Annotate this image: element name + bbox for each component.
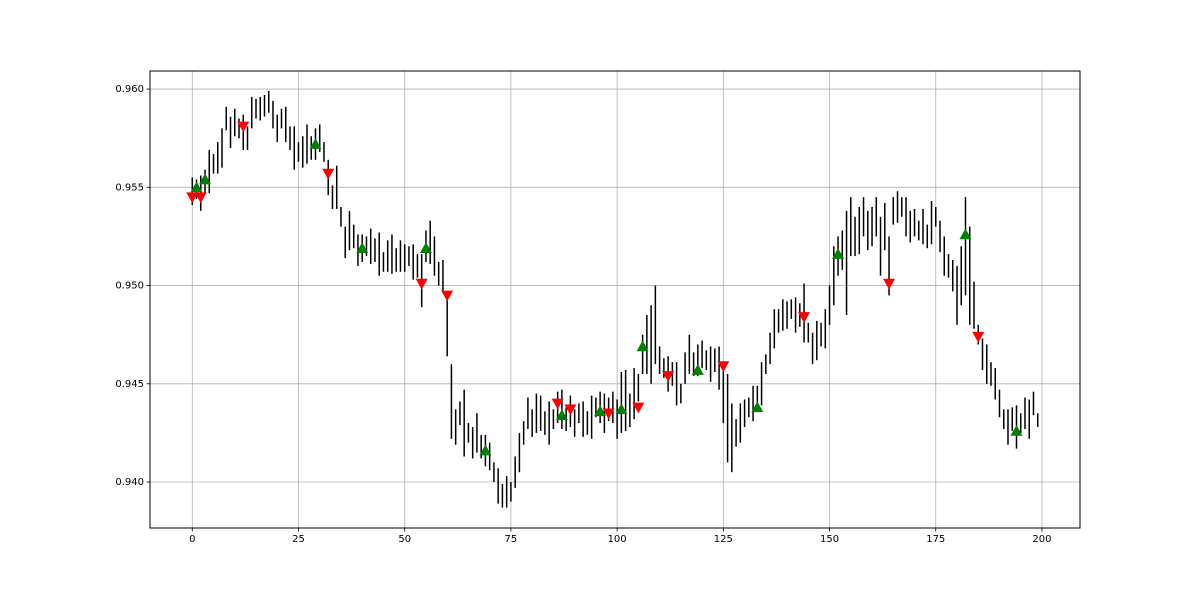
up-marker [636, 340, 649, 352]
down-marker [602, 408, 615, 420]
up-marker [1010, 424, 1023, 436]
up-marker [751, 401, 764, 413]
y-tick-label: 0.940 [115, 477, 144, 488]
up-marker [594, 405, 607, 417]
plot-frame [149, 70, 1081, 529]
up-marker [691, 364, 704, 375]
x-tick-label: 125 [714, 534, 733, 545]
up-marker [309, 138, 322, 149]
y-tick-label: 0.945 [115, 379, 144, 390]
grid [150, 71, 1080, 528]
down-marker [322, 168, 335, 180]
down-marker [972, 331, 985, 343]
down-marker [237, 121, 250, 133]
up-marker [356, 242, 369, 254]
up-marker [199, 173, 212, 185]
x-tick-label: 75 [505, 534, 518, 545]
down-marker [551, 398, 564, 410]
up-marker [190, 181, 203, 193]
x-tick-label: 100 [608, 534, 627, 545]
y-tick-label: 0.955 [115, 182, 144, 193]
down-marker [194, 192, 207, 204]
up-marker [959, 228, 972, 240]
x-tick-label: 200 [1032, 534, 1051, 545]
x-tick-label: 25 [292, 534, 305, 545]
up-marker [615, 403, 628, 415]
x-tick-label: 175 [926, 534, 945, 545]
down-marker [717, 361, 730, 373]
marks [186, 91, 1039, 508]
y-tick-label: 0.960 [115, 84, 144, 95]
up-marker [555, 409, 568, 421]
x-tick-label: 150 [820, 534, 839, 545]
axes: 0 25 50 75 100 125 150 175 200 0.940 0.945 0.950 0.9… [115, 84, 1051, 545]
down-marker [662, 371, 675, 382]
y-tick-label: 0.950 [115, 281, 144, 292]
down-marker [798, 312, 811, 323]
down-marker [186, 192, 199, 204]
x-tick-label: 50 [398, 534, 411, 545]
up-marker [832, 248, 845, 259]
down-marker [441, 290, 454, 302]
x-tick-label: 0 [189, 534, 195, 545]
down-marker [632, 402, 645, 414]
down-marker [564, 404, 577, 416]
up-marker [419, 242, 432, 254]
up-marker [479, 444, 492, 456]
down-marker [883, 278, 896, 290]
down-marker [415, 278, 428, 290]
